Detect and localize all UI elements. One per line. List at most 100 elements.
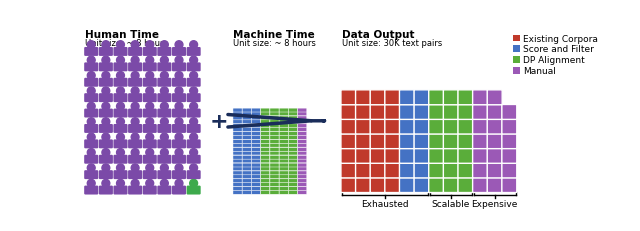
Text: Existing Corpora: Existing Corpora <box>523 34 598 43</box>
FancyBboxPatch shape <box>399 149 414 164</box>
FancyBboxPatch shape <box>399 105 414 120</box>
FancyBboxPatch shape <box>370 149 385 164</box>
FancyBboxPatch shape <box>187 155 201 164</box>
Circle shape <box>131 88 139 95</box>
FancyBboxPatch shape <box>252 109 260 112</box>
FancyBboxPatch shape <box>356 149 371 164</box>
Circle shape <box>189 134 198 141</box>
Circle shape <box>161 134 168 141</box>
FancyBboxPatch shape <box>487 120 502 134</box>
Circle shape <box>175 88 183 95</box>
FancyBboxPatch shape <box>356 120 371 134</box>
FancyBboxPatch shape <box>233 144 242 147</box>
FancyBboxPatch shape <box>260 128 270 132</box>
FancyBboxPatch shape <box>242 152 252 155</box>
FancyBboxPatch shape <box>502 178 517 193</box>
FancyBboxPatch shape <box>298 191 307 195</box>
FancyBboxPatch shape <box>472 105 488 120</box>
Circle shape <box>175 103 183 111</box>
FancyBboxPatch shape <box>270 132 279 136</box>
Text: Machine Time: Machine Time <box>234 30 315 40</box>
Circle shape <box>146 134 154 141</box>
FancyBboxPatch shape <box>289 179 298 183</box>
FancyBboxPatch shape <box>99 94 113 103</box>
FancyBboxPatch shape <box>279 112 288 116</box>
FancyBboxPatch shape <box>99 155 113 164</box>
FancyBboxPatch shape <box>298 112 307 116</box>
FancyBboxPatch shape <box>233 187 242 191</box>
FancyBboxPatch shape <box>341 178 356 193</box>
FancyBboxPatch shape <box>172 170 186 179</box>
Circle shape <box>131 118 139 126</box>
FancyBboxPatch shape <box>298 128 307 132</box>
FancyBboxPatch shape <box>242 116 252 120</box>
FancyBboxPatch shape <box>252 120 260 124</box>
FancyBboxPatch shape <box>298 120 307 124</box>
FancyBboxPatch shape <box>279 124 288 128</box>
Circle shape <box>102 134 110 141</box>
FancyBboxPatch shape <box>270 159 279 163</box>
FancyBboxPatch shape <box>113 109 127 118</box>
Text: Unit size: ~ 8 hours: Unit size: ~ 8 hours <box>234 38 316 47</box>
FancyBboxPatch shape <box>270 148 279 152</box>
FancyBboxPatch shape <box>298 144 307 147</box>
FancyBboxPatch shape <box>84 48 99 57</box>
FancyBboxPatch shape <box>113 140 127 149</box>
FancyBboxPatch shape <box>298 136 307 140</box>
FancyBboxPatch shape <box>429 134 444 149</box>
FancyBboxPatch shape <box>260 140 270 144</box>
FancyBboxPatch shape <box>279 159 288 163</box>
FancyBboxPatch shape <box>113 170 127 179</box>
FancyBboxPatch shape <box>289 128 298 132</box>
FancyBboxPatch shape <box>172 94 186 103</box>
FancyBboxPatch shape <box>270 116 279 120</box>
FancyBboxPatch shape <box>260 191 270 195</box>
FancyBboxPatch shape <box>242 140 252 144</box>
Circle shape <box>146 88 154 95</box>
Circle shape <box>189 57 198 65</box>
FancyBboxPatch shape <box>444 163 458 178</box>
Circle shape <box>87 179 95 187</box>
FancyBboxPatch shape <box>385 105 400 120</box>
FancyBboxPatch shape <box>252 152 260 155</box>
FancyBboxPatch shape <box>502 134 517 149</box>
Circle shape <box>102 72 110 80</box>
FancyBboxPatch shape <box>143 155 157 164</box>
Circle shape <box>161 118 168 126</box>
Circle shape <box>161 149 168 157</box>
FancyBboxPatch shape <box>298 167 307 171</box>
Circle shape <box>146 57 154 65</box>
FancyBboxPatch shape <box>252 175 260 179</box>
FancyBboxPatch shape <box>233 175 242 179</box>
FancyBboxPatch shape <box>399 134 414 149</box>
FancyBboxPatch shape <box>187 186 201 195</box>
FancyBboxPatch shape <box>187 94 201 103</box>
FancyBboxPatch shape <box>298 116 307 120</box>
Circle shape <box>116 134 124 141</box>
FancyBboxPatch shape <box>233 191 242 195</box>
FancyBboxPatch shape <box>270 124 279 128</box>
Circle shape <box>131 57 139 65</box>
FancyBboxPatch shape <box>279 136 288 140</box>
FancyBboxPatch shape <box>252 179 260 183</box>
FancyBboxPatch shape <box>260 179 270 183</box>
FancyBboxPatch shape <box>233 128 242 132</box>
FancyBboxPatch shape <box>270 109 279 112</box>
FancyBboxPatch shape <box>172 109 186 118</box>
Circle shape <box>116 179 124 187</box>
FancyBboxPatch shape <box>298 183 307 187</box>
FancyBboxPatch shape <box>270 156 279 159</box>
FancyBboxPatch shape <box>242 191 252 195</box>
Circle shape <box>102 179 110 187</box>
FancyBboxPatch shape <box>279 152 288 155</box>
Circle shape <box>161 179 168 187</box>
Circle shape <box>87 149 95 157</box>
Circle shape <box>116 118 124 126</box>
Circle shape <box>146 118 154 126</box>
FancyBboxPatch shape <box>429 178 444 193</box>
FancyBboxPatch shape <box>260 171 270 175</box>
Text: DP Alignment: DP Alignment <box>523 56 584 65</box>
FancyBboxPatch shape <box>157 186 172 195</box>
FancyBboxPatch shape <box>289 132 298 136</box>
FancyBboxPatch shape <box>252 187 260 191</box>
